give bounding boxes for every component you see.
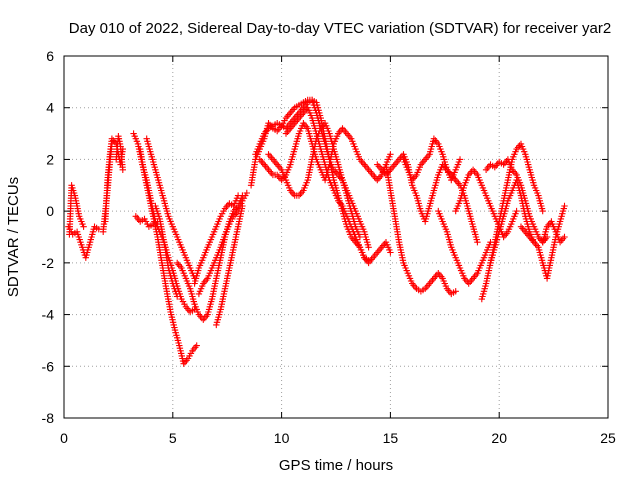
data-point: [452, 288, 459, 295]
y-tick-label: 0: [46, 203, 54, 219]
data-series-sat-b: [66, 182, 87, 238]
y-tick-label: -2: [42, 255, 55, 271]
data-point: [561, 233, 568, 241]
data-point: [174, 293, 181, 300]
y-tick-label: 6: [46, 48, 54, 64]
data-series-sat-ab: [517, 202, 568, 282]
data-series-sat-ac: [539, 218, 568, 246]
data-series-sat-n: [213, 202, 246, 329]
data-point: [365, 244, 372, 251]
data-point: [239, 202, 246, 210]
data-series-sat-aa: [487, 176, 538, 267]
data-point: [387, 249, 394, 256]
data-series-sat-d: [100, 140, 116, 235]
data-series-sat-e: [113, 133, 126, 173]
data-point: [456, 156, 464, 163]
data-point: [80, 223, 87, 230]
y-axis-label: SDTVAR / TECUs: [5, 177, 22, 297]
data-series-sat-g: [137, 145, 200, 367]
data-point: [561, 202, 568, 210]
data-point: [513, 207, 520, 215]
gridlines: [64, 56, 608, 418]
data-point: [243, 189, 250, 197]
data-series-sat-z: [482, 156, 551, 246]
data-point: [539, 207, 546, 215]
y-tick-label: -6: [42, 358, 55, 374]
plot-frame: [63, 55, 609, 419]
data-series-sat-i: [132, 213, 161, 230]
chart-title: Day 010 of 2022, Sidereal Day-to-day VTE…: [69, 20, 611, 37]
data-point: [474, 239, 481, 246]
data-series-sat-j: [152, 202, 181, 300]
data-points: [65, 96, 568, 367]
x-tick-label: 5: [169, 430, 177, 446]
data-series-sat-r: [265, 120, 364, 241]
axis-ticks: 0 5 10 15 20 25 -8 -6 -4 -2 0 2 4 6: [42, 48, 616, 446]
data-point: [119, 166, 126, 173]
y-tick-label: -4: [42, 307, 55, 323]
y-tick-label: 4: [46, 100, 54, 116]
x-tick-label: 15: [383, 430, 399, 446]
y-tick-label: -8: [42, 410, 55, 426]
data-series-sat-h: [143, 135, 198, 282]
x-axis-label: GPS time / hours: [279, 457, 393, 474]
x-tick-label: 20: [491, 430, 507, 446]
data-point: [234, 192, 242, 199]
data-point: [387, 151, 394, 158]
data-point: [365, 257, 372, 264]
data-series-sat-o: [247, 96, 394, 267]
x-tick-label: 25: [600, 430, 616, 446]
data-series-sat-u: [382, 161, 459, 298]
x-tick-label: 0: [60, 430, 68, 446]
data-series-sat-q: [256, 120, 394, 184]
data-series-sat-s: [282, 104, 372, 264]
y-tick-label: 2: [46, 151, 54, 167]
data-series-sat-w: [435, 207, 494, 287]
data-point: [108, 140, 116, 148]
data-series-sat-l: [191, 192, 242, 287]
data-point: [193, 342, 200, 349]
data-series-sat-m: [195, 189, 250, 298]
x-tick-label: 10: [274, 430, 290, 446]
